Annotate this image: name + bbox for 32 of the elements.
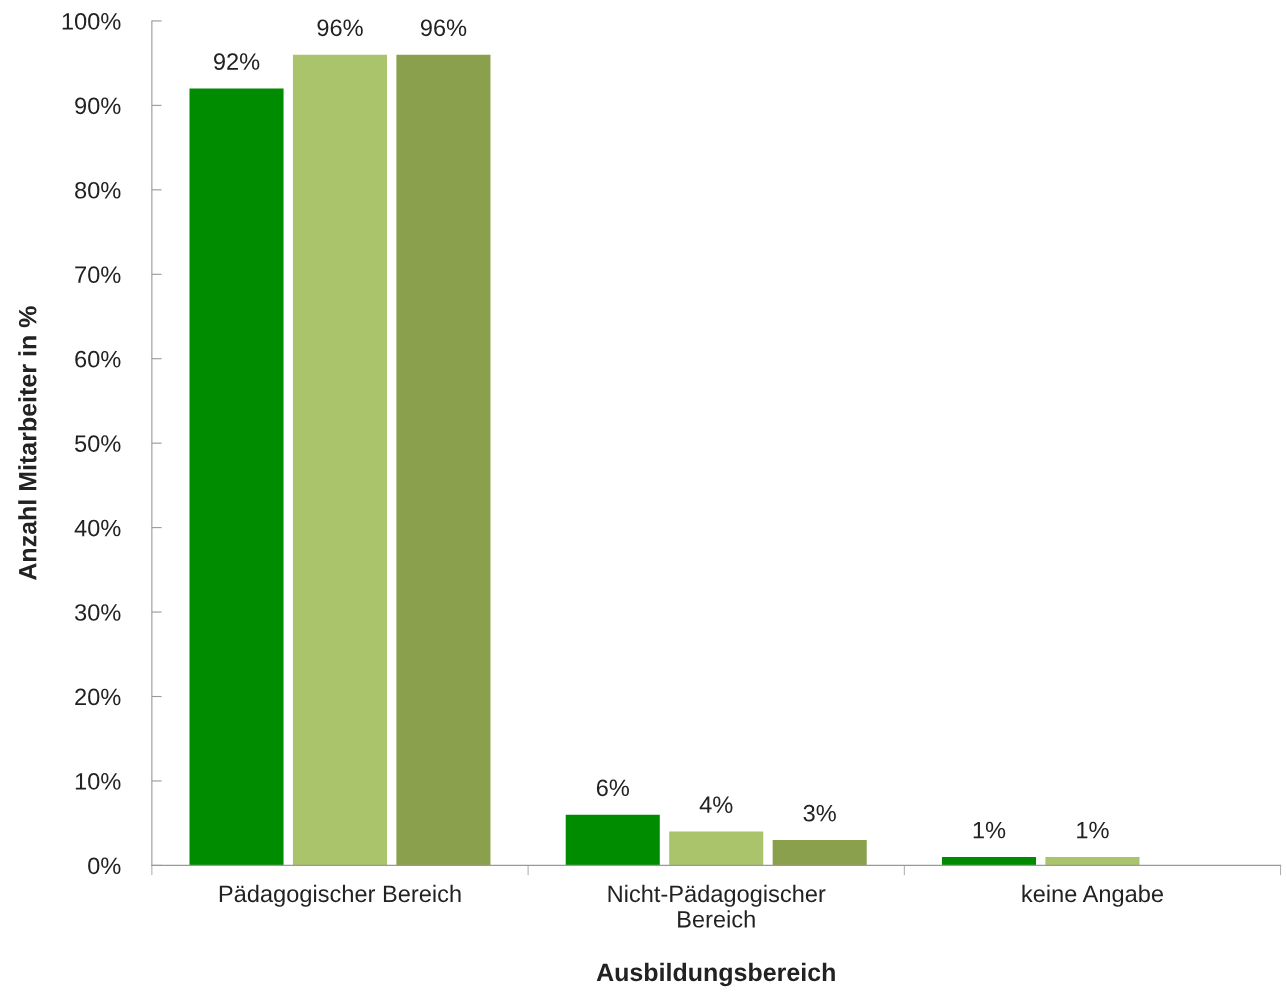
y-tick-label: 20% [75, 688, 121, 706]
x-axis-title: Ausbildungsbereich [596, 962, 835, 987]
bar [189, 88, 284, 866]
data-label: 96% [420, 19, 467, 37]
y-axis-title: Anzahl Mitarbeiter in % [18, 306, 37, 581]
data-label: 4% [699, 796, 733, 813]
bar [941, 856, 1037, 866]
data-label: 92% [214, 53, 260, 70]
y-tick-label: 50% [75, 435, 121, 452]
y-tick-label: 60% [75, 350, 121, 368]
bar [292, 54, 388, 866]
data-label: 6% [596, 779, 629, 797]
y-tick-label: 80% [75, 181, 121, 199]
bar [1045, 856, 1140, 866]
y-tick-label: 100% [62, 13, 121, 30]
bar [669, 831, 764, 866]
data-label: 96% [317, 19, 363, 37]
x-tick-label: Pädagogischer Bereich [219, 884, 461, 907]
x-tick-label: Nicht-Pädagogischer Bereich [608, 884, 826, 928]
y-tick-label: 0% [88, 857, 121, 875]
y-tick-label: 10% [75, 773, 121, 790]
y-tick-label: 30% [74, 604, 121, 621]
bar [396, 54, 491, 866]
bar [772, 840, 867, 866]
y-tick-label: 40% [74, 519, 121, 537]
x-tick-label: keine Angabe [1022, 884, 1163, 907]
data-label: 1% [973, 821, 1006, 839]
bar [565, 814, 660, 866]
y-tick-label: 70% [75, 266, 121, 284]
data-label: 1% [1077, 821, 1109, 839]
y-tick-label: 90% [75, 97, 121, 115]
data-label: 3% [803, 804, 836, 822]
